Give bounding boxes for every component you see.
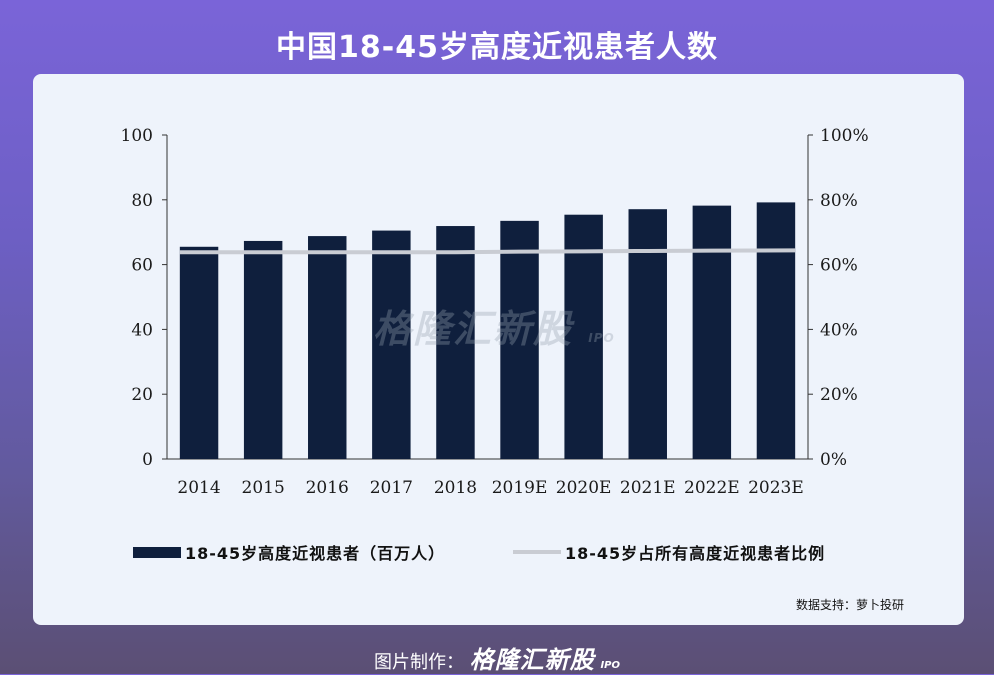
bar (692, 205, 732, 459)
y-right-tick-label: 80% (820, 191, 858, 211)
legend-line-label: 18-45岁占所有高度近视患者比例 (565, 544, 826, 563)
footer-prefix: 图片制作： (373, 652, 464, 673)
x-tick-label: 2018 (434, 478, 477, 498)
bar (308, 236, 347, 459)
bar (628, 209, 667, 459)
watermark-ipo: IPO (588, 331, 615, 345)
bar (372, 230, 411, 459)
legend-item-line: 18-45岁占所有高度近视患者比例 (513, 540, 825, 564)
x-tick-label: 2019E (492, 478, 548, 498)
y-left-tick-label: 100 (121, 126, 153, 146)
bar (436, 226, 475, 459)
x-tick-label: 2016 (306, 478, 349, 498)
bar-line-chart: 0 20 40 60 80 100 0% 20% 40% 60% 80% 100% 2014 2015 20… (121, 126, 869, 498)
x-tick-label: 2021E (620, 478, 676, 498)
chart-legend: 18-45岁高度近视患者（百万人） 18-45岁占所有高度近视患者比例 (133, 540, 933, 564)
x-tick-label: 2017 (370, 478, 413, 498)
y-right-tick-label: 60% (820, 256, 858, 276)
x-tick-label: 2023E (748, 478, 804, 498)
ratio-line (179, 248, 796, 255)
footer: 图片制作： 格隆汇新股 IPO (0, 640, 994, 675)
y-left-tick-label: 40 (131, 320, 153, 340)
bar (564, 214, 603, 459)
y-left-tick-label: 60 (131, 256, 153, 276)
footer-brand: 格隆汇新股 (469, 646, 595, 674)
watermark-text: 格隆汇新股 (373, 307, 574, 351)
y-right-tick-label: 100% (820, 126, 869, 146)
x-tick-label: 2015 (242, 478, 285, 498)
y-left-tick-label: 20 (131, 385, 153, 405)
page-title: 中国18-45岁高度近视患者人数 (276, 30, 718, 65)
legend-line-swatch (513, 550, 561, 554)
y-left-tick-label: 80 (131, 191, 153, 211)
bar (179, 246, 219, 459)
bar (243, 240, 283, 459)
y-right-tick-label: 40% (820, 320, 858, 340)
x-tick-label: 2020E (556, 478, 612, 498)
watermark: 格隆汇新股 IPO (373, 298, 615, 353)
y-right-tick-label: 0% (820, 450, 847, 470)
bar (500, 220, 539, 459)
chart-card: 0 20 40 60 80 100 0% 20% 40% 60% 80% 100% 2014 2015 20… (33, 74, 964, 625)
legend-bar-label: 18-45岁高度近视患者（百万人） (185, 544, 446, 563)
y-right-tick-label: 20% (820, 385, 858, 405)
bar (756, 202, 796, 459)
y-left-tick-label: 0 (142, 450, 153, 470)
legend-item-bars: 18-45岁高度近视患者（百万人） (133, 540, 445, 564)
x-tick-label: 2022E (684, 478, 740, 498)
x-tick-label: 2014 (177, 478, 220, 498)
data-source: 数据支持：萝卜投研 (795, 598, 904, 612)
legend-bar-swatch (133, 546, 181, 558)
footer-ipo: IPO (600, 660, 621, 671)
